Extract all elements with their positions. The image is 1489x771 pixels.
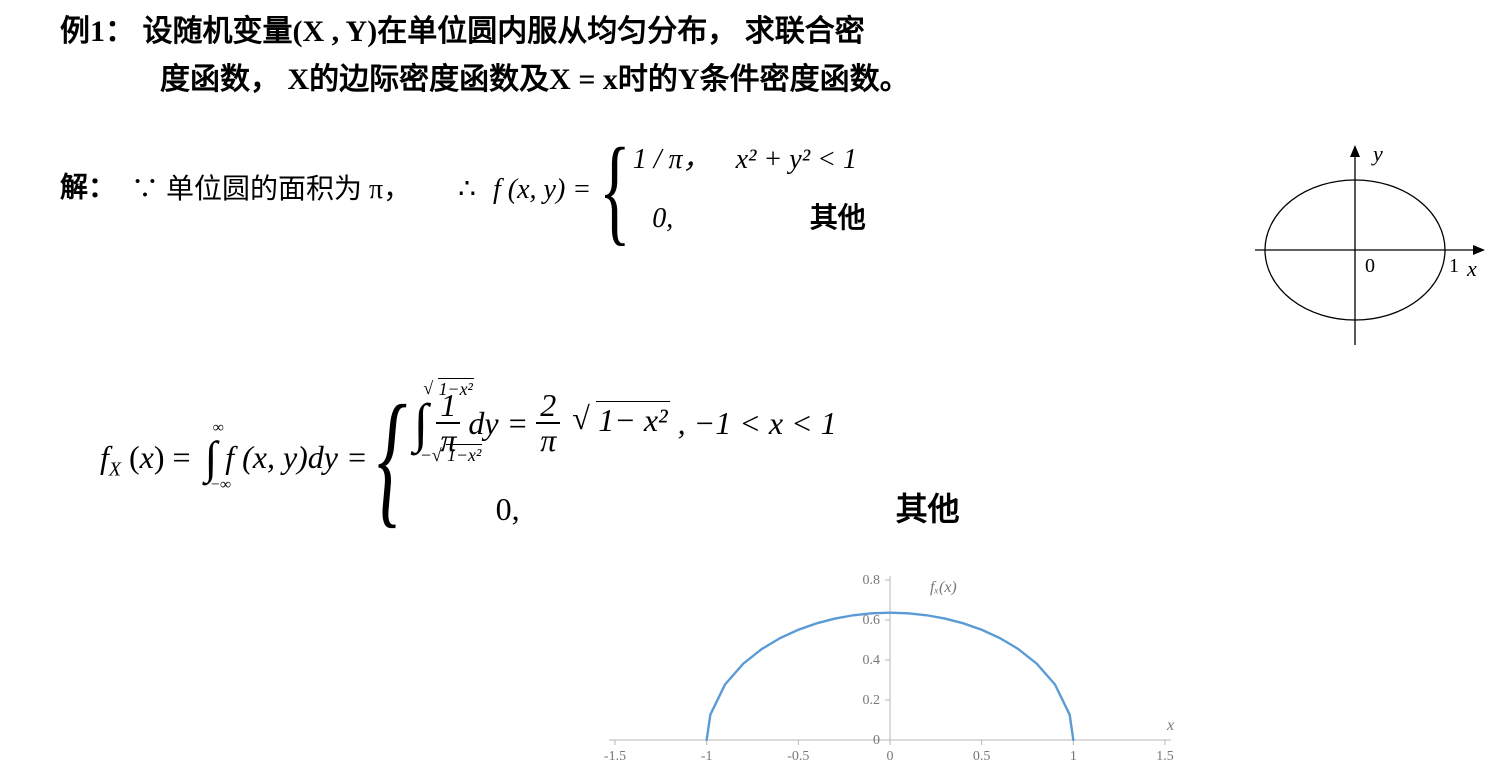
int1-body: f (x, y)dy = [225, 432, 367, 483]
marginal-density-chart: -1.5 -1 -0.5 0 0.5 1 1.5 0 0.2 0.4 0.6 0.8 x fₓ(x) [565, 570, 1185, 770]
svg-text:1: 1 [1070, 749, 1077, 764]
svg-text:y: y [1371, 145, 1383, 166]
problem-line2: 度函数， X的边际密度函数及X = x时的Y条件密度函数。 [160, 56, 1449, 104]
brace-joint: { [599, 130, 631, 250]
marginal-equation: fX (x) = ∫ ∞ −∞ f (x, y)dy = { ∫ 1−x² −1… [100, 380, 1449, 536]
fx-lhs: fX (x) = [100, 432, 191, 483]
svg-text:0: 0 [887, 749, 894, 764]
integral-1: ∫ ∞ −∞ [205, 421, 218, 495]
svg-text:-1: -1 [701, 749, 713, 764]
joint-case1-val: 1 / π， [633, 144, 711, 175]
solution-line-joint: 解： ∵ 单位圆的面积为 π， ∴ f (x, y) = { 1 / π， x²… [60, 130, 1449, 250]
svg-text:x: x [1166, 717, 1174, 734]
problem-line1: 例1： 设随机变量(X , Y)在单位圆内服从均匀分布， 求联合密 [60, 8, 1449, 56]
joint-case1-cond: x² + y² < 1 [736, 144, 857, 175]
svg-text:0.5: 0.5 [973, 749, 991, 764]
marg-case2-val: 0, [408, 484, 608, 535]
joint-case-else: 其他 [810, 203, 866, 234]
int2-lower: −1−x² [420, 441, 482, 470]
frac-2-over-pi: 2 π [536, 389, 560, 458]
integral-2: ∫ 1−x² −1−x² [414, 380, 429, 466]
unit-circle-diagram: x y 0 1 [1255, 145, 1485, 345]
int1-lower: −∞ [210, 473, 231, 497]
example-label: 例1： [60, 15, 135, 48]
svg-text:-0.5: -0.5 [787, 749, 809, 764]
int2-upper: 1−x² [423, 375, 473, 404]
marg-case-else: 其他 [896, 491, 960, 527]
svg-text:0: 0 [873, 733, 880, 748]
sqrt-1-x2: 1− x² [572, 395, 669, 446]
svg-text:fₓ(x): fₓ(x) [930, 579, 957, 596]
joint-cases: 1 / π， x² + y² < 1 0, 其他 [633, 138, 866, 242]
fxy-lhs: f (x, y) = [493, 168, 591, 213]
svg-text:0.8: 0.8 [863, 573, 881, 588]
brace-marginal: { [377, 383, 407, 533]
svg-text:-1.5: -1.5 [604, 749, 626, 764]
because-text: ∵ 单位圆的面积为 π， [131, 168, 411, 213]
svg-text:0.6: 0.6 [863, 613, 881, 628]
therefore-sym: ∴ [458, 168, 476, 213]
svg-text:0.4: 0.4 [863, 653, 881, 668]
svg-text:1: 1 [1449, 255, 1459, 277]
svg-text:0.2: 0.2 [863, 693, 881, 708]
solution-prefix: 解： [60, 172, 116, 203]
marginal-cases: ∫ 1−x² −1−x² 1 π dy = 2 π 1− x² , −1 < x [408, 380, 960, 536]
int1-upper: ∞ [213, 416, 224, 440]
svg-text:x: x [1466, 256, 1477, 281]
tv-play-watermark-icon [1355, 660, 1473, 760]
svg-text:1.5: 1.5 [1156, 749, 1174, 764]
svg-text:0: 0 [1365, 255, 1375, 277]
marg-case1-cond: , −1 < x < 1 [678, 398, 837, 449]
joint-case2-val: 0, [633, 197, 693, 242]
problem-text-1: 设随机变量(X , Y)在单位圆内服从均匀分布， 求联合密 [143, 15, 865, 48]
